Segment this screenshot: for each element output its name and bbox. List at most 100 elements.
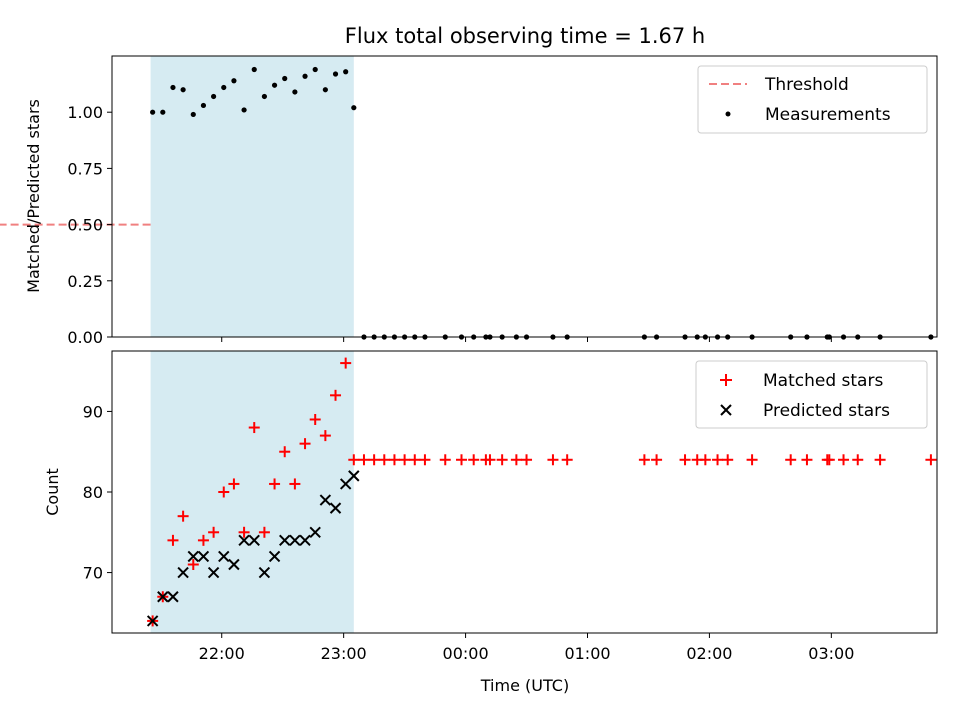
- matched-star-point: [874, 454, 886, 466]
- matched-star-point: [638, 454, 650, 466]
- bottom-y-axis-ticks: 70 80 90: [83, 402, 112, 583]
- measurement-point: [180, 87, 186, 93]
- legend-predicted-label: Predicted stars: [763, 401, 890, 421]
- matched-star-point: [651, 454, 663, 466]
- legend-measurements-swatch: [725, 111, 731, 117]
- matched-star-point: [289, 478, 301, 490]
- x-tick-label: 01:00: [564, 644, 610, 663]
- x-tick-label: 03:00: [808, 644, 854, 663]
- matched-star-point: [521, 454, 533, 466]
- bottom-y-axis-label: Count: [43, 468, 62, 516]
- measurement-point: [292, 89, 298, 95]
- measurement-point: [332, 71, 339, 77]
- measurement-point: [271, 82, 278, 88]
- measurement-point: [231, 78, 237, 84]
- matched-star-point: [823, 454, 835, 466]
- legend-threshold-label: Threshold: [764, 75, 849, 95]
- top-y-tick-label: 0.50: [67, 216, 103, 235]
- measurement-point: [221, 84, 227, 91]
- matched-star-point: [561, 454, 573, 466]
- x-tick-label: 23:00: [321, 644, 367, 663]
- predicted-star-point: [348, 470, 360, 482]
- top-y-tick-label: 1.00: [67, 103, 103, 122]
- top-legend: Threshold Measurements: [697, 65, 928, 134]
- bottom-x-axis-ticks: 22:00 23:00 00:00 01:00 02:00 03:00: [199, 633, 854, 663]
- matched-star-point: [510, 454, 522, 466]
- measurement-point: [302, 73, 308, 79]
- legend-measurements-label: Measurements: [765, 105, 891, 125]
- predicted-star-point: [258, 566, 271, 579]
- matched-star-point: [269, 478, 281, 490]
- matched-star-point: [838, 454, 850, 466]
- matched-star-point: [340, 357, 352, 369]
- matched-star-point: [228, 478, 240, 490]
- matched-star-point: [238, 526, 250, 538]
- legend-matched-swatch: [720, 374, 732, 386]
- matched-star-point: [801, 454, 813, 466]
- legend-matched-label: Matched stars: [763, 371, 883, 391]
- matched-star-point: [419, 454, 431, 466]
- matched-star-point: [258, 526, 270, 538]
- matched-star-point: [309, 413, 321, 425]
- observing-window-shade-bottom: [150, 351, 354, 633]
- measurement-point: [211, 93, 217, 100]
- measurement-point: [160, 109, 166, 115]
- bottom-axes-frame: [111, 350, 938, 634]
- matched-star-point: [358, 454, 370, 466]
- matched-star-point: [746, 454, 758, 466]
- predicted-star-point: [146, 615, 159, 627]
- matched-star-point: [388, 454, 400, 466]
- predicted-star-point: [218, 550, 230, 563]
- top-y-axis-ticks: 0.00 0.25 0.50 0.75 1.00: [67, 103, 112, 347]
- predicted-stars-series: [146, 470, 360, 627]
- x-axis-label: Time (UTC): [480, 676, 569, 695]
- x-tick-label: 22:00: [199, 644, 245, 663]
- matched-star-point: [177, 510, 189, 522]
- matched-star-point: [439, 454, 451, 466]
- predicted-star-point: [268, 550, 281, 563]
- predicted-star-point: [299, 534, 311, 547]
- bottom-legend: Matched stars Predicted stars: [695, 360, 928, 429]
- predicted-star-point: [309, 526, 321, 538]
- predicted-star-point: [207, 566, 220, 579]
- legend-predicted-swatch: [720, 404, 732, 416]
- measurement-point: [170, 84, 176, 91]
- x-tick-label: 02:00: [686, 644, 732, 663]
- bottom-panel: 70 80 90 22:00 23:00 00:00 01:00 02:00 03:00 Co…: [43, 350, 938, 695]
- x-tick-label: 00:00: [443, 644, 489, 663]
- matched-star-point: [785, 454, 797, 466]
- matched-star-point: [722, 454, 734, 466]
- bottom-y-tick-label: 70: [83, 564, 103, 583]
- predicted-star-point: [289, 534, 301, 547]
- predicted-star-point: [167, 591, 179, 603]
- measurement-point: [251, 66, 257, 73]
- matched-star-point: [456, 454, 468, 466]
- matched-star-point: [468, 454, 480, 466]
- measurement-point: [190, 111, 196, 118]
- predicted-star-point: [228, 558, 240, 571]
- top-y-tick-label: 0.25: [67, 272, 103, 291]
- predicted-star-point: [279, 534, 291, 547]
- measurement-point: [351, 105, 357, 111]
- matched-stars-series: [147, 357, 937, 627]
- top-y-tick-label: 0.75: [67, 159, 103, 178]
- predicted-star-point: [329, 502, 342, 514]
- matched-star-point: [330, 389, 342, 401]
- matched-star-point: [167, 534, 179, 546]
- matched-star-point: [218, 486, 230, 498]
- bottom-y-tick-label: 80: [83, 483, 103, 502]
- observing-window-shade-top: [150, 56, 354, 337]
- matched-star-point: [248, 422, 260, 434]
- predicted-star-point: [197, 550, 210, 563]
- predicted-star-point: [177, 566, 189, 579]
- measurement-point: [150, 109, 156, 115]
- measurement-point: [282, 75, 288, 82]
- matched-star-point: [925, 454, 937, 466]
- matched-star-point: [319, 430, 331, 442]
- matched-star-point: [712, 454, 724, 466]
- matched-star-point: [679, 454, 691, 466]
- matched-star-point: [279, 446, 291, 458]
- top-x-axis-ticks: [221, 337, 832, 342]
- measurement-point: [312, 66, 318, 73]
